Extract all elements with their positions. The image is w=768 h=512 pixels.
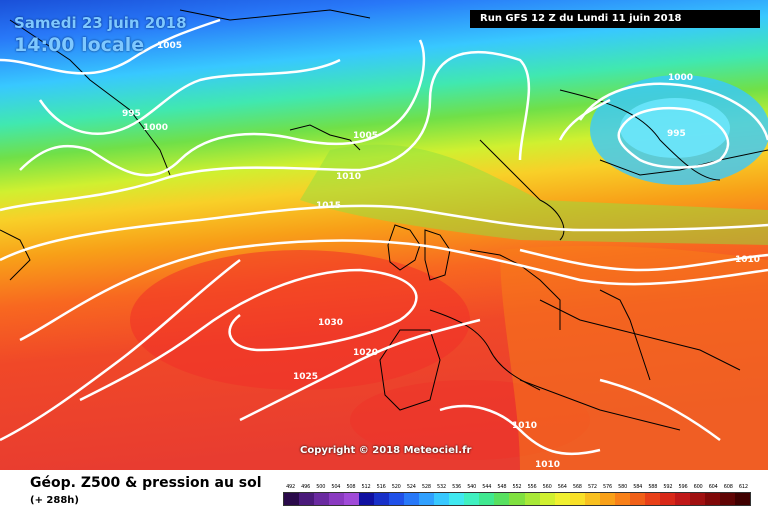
scale-swatch [584, 493, 600, 505]
isobar-label: 1025 [293, 372, 318, 382]
scale-tick-label: 552 [512, 484, 522, 490]
scale-tick-label: 500 [316, 484, 326, 490]
scale-tick-label: 516 [376, 484, 386, 490]
scale-tick-label: 544 [482, 484, 492, 490]
legend-panel: Géop. Z500 & pression au sol (+ 288h) 49… [0, 470, 768, 512]
scale-tick-label: 564 [557, 484, 567, 490]
scale-swatch [509, 493, 525, 505]
atlantic-high-core [130, 250, 470, 390]
scale-tick-label: 512 [361, 484, 371, 490]
scale-tick-label: 504 [331, 484, 341, 490]
scale-swatch [494, 493, 510, 505]
isobar-label: 1000 [143, 123, 168, 133]
scale-tick-label: 508 [346, 484, 356, 490]
scale-swatch [629, 493, 645, 505]
scale-tick-label: 576 [603, 484, 612, 490]
isobar-label: 1010 [535, 460, 560, 470]
scale-tick-label: 520 [391, 484, 401, 490]
scale-tick-label: 496 [301, 484, 311, 490]
scale-swatch [539, 493, 555, 505]
scale-swatch [614, 493, 630, 505]
scale-swatch [719, 493, 735, 505]
isobar-label: 1010 [512, 421, 537, 431]
scale-tick-label: 524 [406, 484, 416, 490]
scale-tick-label: 548 [497, 484, 507, 490]
scale-tick-label: 580 [618, 484, 628, 490]
scale-swatch [734, 493, 750, 505]
isobar-label: 1010 [336, 172, 361, 182]
isobar-label: 995 [667, 129, 686, 139]
isobar-label: 1015 [316, 201, 341, 211]
scale-swatch [689, 493, 705, 505]
scale-swatch [329, 493, 345, 505]
scale-tick-label: 528 [421, 484, 431, 490]
scale-tick-label: 592 [663, 484, 673, 490]
scale-tick-label: 536 [452, 484, 462, 490]
scale-tick-label: 608 [723, 484, 733, 490]
scale-tick-label: 568 [572, 484, 582, 490]
isobar-label: 1005 [353, 131, 378, 141]
scale-swatch [314, 493, 330, 505]
coastlines [0, 9, 768, 431]
scale-tick-label: 556 [527, 484, 537, 490]
scale-swatch [569, 493, 585, 505]
scale-swatch [524, 493, 540, 505]
model-run-label: Run GFS 12 Z du Lundi 11 juin 2018 [470, 10, 760, 28]
scale-swatch [659, 493, 675, 505]
scale-tick-label: 560 [542, 484, 552, 490]
scale-swatch [344, 493, 360, 505]
isobar-label: 995 [122, 109, 141, 119]
scale-swatch [479, 493, 495, 505]
scale-tick-label: 596 [678, 484, 688, 490]
isobar-label: 1030 [318, 318, 343, 328]
scale-tick-label: 612 [738, 484, 748, 490]
scale-swatch [284, 493, 300, 505]
scale-swatch [704, 493, 720, 505]
scale-swatch [374, 493, 390, 505]
scale-tick-label: 588 [648, 484, 658, 490]
scale-swatch [434, 493, 450, 505]
scale-tick-label: 584 [633, 484, 643, 490]
scale-tick-label: 532 [437, 484, 446, 490]
scale-tick-label: 604 [708, 484, 718, 490]
scale-swatch [674, 493, 690, 505]
scale-swatch [359, 493, 375, 505]
scale-swatch [554, 493, 570, 505]
isobar-label: 1010 [735, 255, 760, 265]
scale-tick-label: 600 [693, 484, 703, 490]
scale-swatch [464, 493, 480, 505]
scale-tick-label: 572 [587, 484, 597, 490]
scale-swatch [389, 493, 405, 505]
scale-swatch [404, 493, 420, 505]
legend-subtitle: (+ 288h) [30, 495, 79, 506]
isobar-label: 1020 [353, 348, 378, 358]
weather-map: 1005 995 1000 1005 1010 1015 1030 1020 1… [0, 0, 768, 470]
forecast-time: 14:00 locale [14, 34, 145, 56]
isobar-label: 1000 [668, 73, 693, 83]
isobars [0, 18, 768, 456]
scale-swatch [644, 493, 660, 505]
scale-swatch [449, 493, 465, 505]
color-scale-swatches [283, 492, 751, 506]
scale-swatch [299, 493, 315, 505]
color-scale-labels: 492 496 500 504 508 512 516 520 524 528 532 536 540 5… [283, 484, 751, 492]
scale-swatch [599, 493, 615, 505]
isobar-label: 1005 [157, 41, 182, 51]
copyright-text: Copyright © 2018 Meteociel.fr [300, 445, 472, 456]
scale-tick-label: 540 [467, 484, 477, 490]
scale-tick-label: 492 [286, 484, 296, 490]
forecast-date: Samedi 23 juin 2018 [14, 14, 187, 32]
scale-swatch [419, 493, 435, 505]
legend-title: Géop. Z500 & pression au sol [30, 475, 262, 491]
